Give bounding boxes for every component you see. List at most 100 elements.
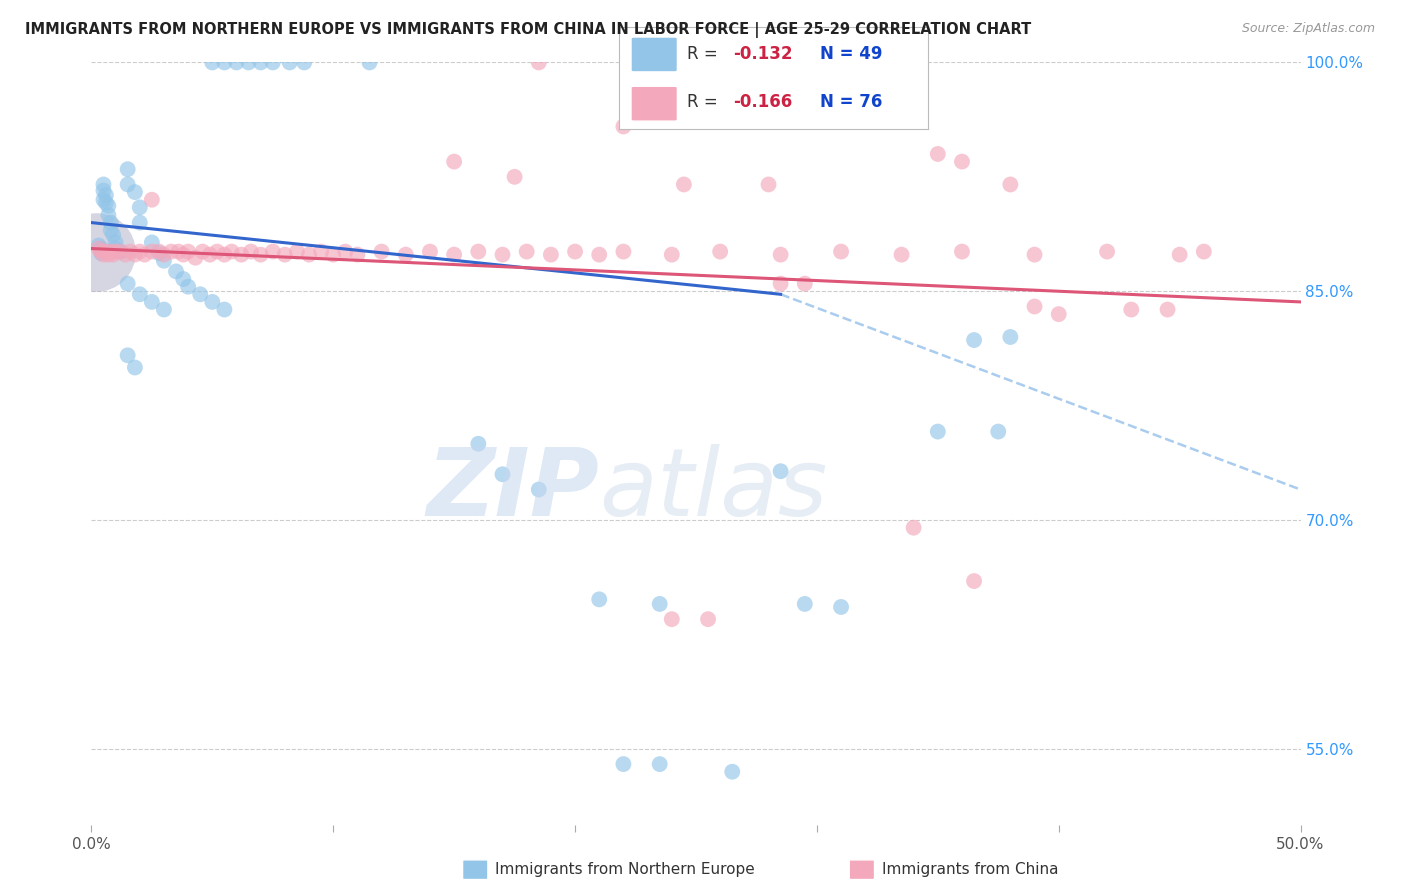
Point xyxy=(443,154,465,169)
Point xyxy=(141,294,163,309)
Point xyxy=(205,244,228,259)
Point xyxy=(128,216,150,230)
Point xyxy=(87,238,110,252)
Point xyxy=(1000,330,1022,344)
Point xyxy=(191,244,214,259)
Point xyxy=(110,244,132,259)
Text: N = 76: N = 76 xyxy=(820,93,882,111)
Point xyxy=(769,247,792,261)
Text: N = 49: N = 49 xyxy=(820,45,882,63)
Point xyxy=(188,287,211,301)
Point xyxy=(963,333,986,347)
Point xyxy=(661,612,683,626)
Point xyxy=(141,244,163,259)
Point xyxy=(540,247,562,261)
Point xyxy=(987,425,1010,439)
Point xyxy=(94,195,117,210)
Point xyxy=(262,55,284,70)
Point xyxy=(830,599,852,614)
Point xyxy=(564,244,586,259)
Point xyxy=(141,235,163,250)
Point xyxy=(198,247,221,261)
Point xyxy=(221,244,243,259)
Point xyxy=(648,597,671,611)
Point xyxy=(184,251,207,265)
Point xyxy=(124,185,146,199)
Point xyxy=(890,247,912,261)
Point xyxy=(141,193,163,207)
Point xyxy=(225,55,247,70)
Point xyxy=(90,242,112,256)
Point xyxy=(100,244,122,259)
Point xyxy=(153,253,176,268)
Point xyxy=(1192,244,1215,259)
Point xyxy=(165,264,187,278)
Point xyxy=(148,244,170,259)
Point xyxy=(467,436,489,450)
Point xyxy=(721,764,744,779)
Point xyxy=(309,244,332,259)
Text: Source: ZipAtlas.com: Source: ZipAtlas.com xyxy=(1241,22,1375,36)
Point xyxy=(214,55,236,70)
Point xyxy=(97,208,120,222)
Point xyxy=(322,247,344,261)
Text: ZIP: ZIP xyxy=(426,443,599,535)
Point xyxy=(370,244,392,259)
Point xyxy=(1156,302,1178,317)
Point xyxy=(84,244,107,259)
Point xyxy=(90,246,112,260)
Point xyxy=(117,162,139,177)
Point xyxy=(172,272,194,286)
Point xyxy=(624,55,647,70)
Point xyxy=(793,277,815,291)
Point xyxy=(104,244,127,259)
Point xyxy=(240,244,263,259)
Point xyxy=(101,247,124,261)
Point xyxy=(201,55,224,70)
Point xyxy=(527,483,550,497)
Point xyxy=(612,757,634,772)
Text: R =: R = xyxy=(686,93,723,111)
Text: -0.132: -0.132 xyxy=(733,45,793,63)
Point xyxy=(298,247,321,261)
Point xyxy=(93,178,115,192)
Point xyxy=(648,757,671,772)
Point xyxy=(177,279,200,293)
Point xyxy=(124,247,146,261)
Point xyxy=(160,244,183,259)
FancyBboxPatch shape xyxy=(631,37,678,72)
Point xyxy=(527,55,550,70)
Point xyxy=(117,348,139,362)
Point xyxy=(97,247,120,261)
Point xyxy=(491,467,513,482)
Point xyxy=(903,521,925,535)
Text: Immigrants from China: Immigrants from China xyxy=(882,863,1059,877)
Point xyxy=(104,235,127,250)
Point xyxy=(104,242,127,256)
Point xyxy=(93,247,115,261)
Point xyxy=(395,247,418,261)
Point xyxy=(769,277,792,291)
Point xyxy=(612,120,634,134)
Point xyxy=(177,244,200,259)
Text: IMMIGRANTS FROM NORTHERN EUROPE VS IMMIGRANTS FROM CHINA IN LABOR FORCE | AGE 25: IMMIGRANTS FROM NORTHERN EUROPE VS IMMIG… xyxy=(25,22,1032,38)
Point xyxy=(588,592,610,607)
Point xyxy=(117,178,139,192)
Point xyxy=(758,178,780,192)
Point xyxy=(335,244,357,259)
Point xyxy=(927,147,949,161)
Point xyxy=(950,154,973,169)
Point xyxy=(238,55,260,70)
Point xyxy=(128,244,150,259)
Point xyxy=(94,244,117,259)
Text: R =: R = xyxy=(686,45,723,63)
Point xyxy=(1095,244,1118,259)
Point xyxy=(769,464,792,478)
Point xyxy=(346,247,368,261)
Point xyxy=(564,856,586,871)
Point xyxy=(101,227,124,242)
Point xyxy=(612,244,634,259)
Point xyxy=(148,246,170,260)
Point xyxy=(359,55,381,70)
Point xyxy=(94,188,117,202)
